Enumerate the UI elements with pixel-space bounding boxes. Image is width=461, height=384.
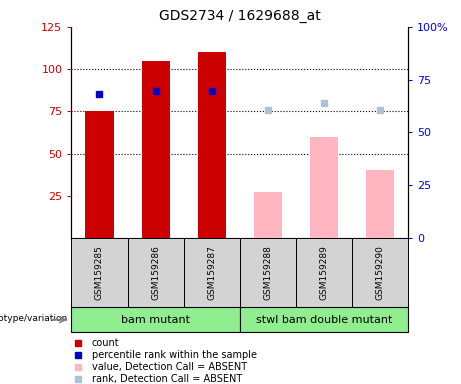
Bar <box>198 52 226 238</box>
Text: bam mutant: bam mutant <box>121 314 190 325</box>
Text: GSM159289: GSM159289 <box>319 245 328 300</box>
Text: percentile rank within the sample: percentile rank within the sample <box>92 350 257 360</box>
Bar <box>366 170 394 238</box>
Bar <box>85 111 113 238</box>
Bar <box>71 238 128 307</box>
Bar <box>128 238 183 307</box>
Text: GSM159290: GSM159290 <box>375 245 384 300</box>
Text: GSM159285: GSM159285 <box>95 245 104 300</box>
Text: GSM159286: GSM159286 <box>151 245 160 300</box>
Bar <box>183 238 240 307</box>
Bar <box>254 192 282 238</box>
Bar <box>310 137 338 238</box>
Bar <box>240 238 296 307</box>
Text: GSM159287: GSM159287 <box>207 245 216 300</box>
Text: count: count <box>92 338 119 348</box>
Text: stwl bam double mutant: stwl bam double mutant <box>256 314 392 325</box>
Bar <box>142 61 170 238</box>
Bar <box>240 307 408 332</box>
Bar <box>71 307 240 332</box>
Text: value, Detection Call = ABSENT: value, Detection Call = ABSENT <box>92 362 247 372</box>
Text: GSM159288: GSM159288 <box>263 245 272 300</box>
Bar <box>296 238 352 307</box>
Text: rank, Detection Call = ABSENT: rank, Detection Call = ABSENT <box>92 374 242 384</box>
Bar <box>352 238 408 307</box>
Title: GDS2734 / 1629688_at: GDS2734 / 1629688_at <box>159 9 320 23</box>
Text: genotype/variation: genotype/variation <box>0 314 68 323</box>
